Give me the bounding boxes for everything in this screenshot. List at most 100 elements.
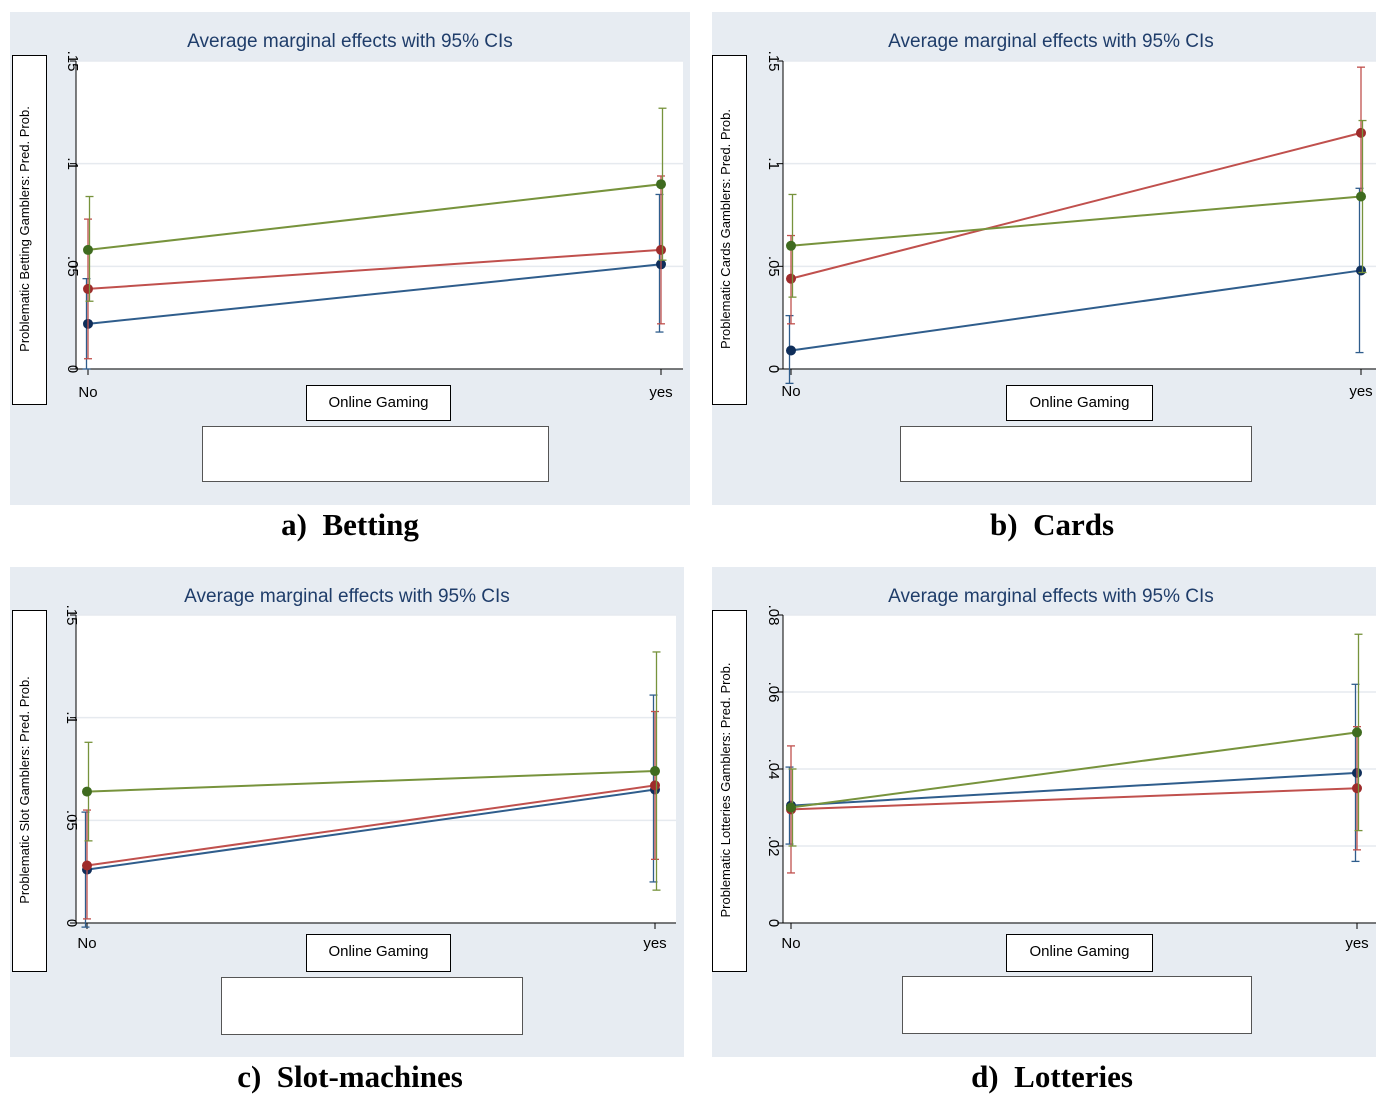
y-axis-title: Problematic Cards Gamblers: Pred. Prob. <box>718 109 733 349</box>
caption-c: c) Slot-machines <box>10 1059 690 1095</box>
series-betting <box>82 651 661 891</box>
y-tick-label: 0 <box>765 365 782 373</box>
series-line <box>790 131 1362 280</box>
data-point <box>1356 127 1366 138</box>
series-line <box>790 787 1358 811</box>
y-axis-label-box <box>12 610 47 972</box>
y-axis-title: Problematic Slot Gamblers: Pred. Prob. <box>17 676 32 904</box>
x-tick-label: yes <box>1349 383 1372 400</box>
y-tick-label: .05 <box>765 256 782 277</box>
y-axis-title: Problematic Lotteries Gamblers: Pred. Pr… <box>718 662 733 917</box>
legend <box>900 426 1252 482</box>
x-axis-label: Online Gaming <box>1006 934 1153 972</box>
y-tick-label: .15 <box>64 51 81 72</box>
data-point <box>1352 727 1362 738</box>
series-line <box>87 248 662 290</box>
data-point <box>82 860 92 871</box>
series-line <box>790 269 1362 352</box>
chart-title: Average marginal effects with 95% CIs <box>187 31 513 52</box>
data-point <box>656 244 666 255</box>
series-slot-machines <box>786 119 1367 298</box>
x-tick-label: yes <box>649 384 672 401</box>
caption-letter: b) <box>989 507 1018 542</box>
panel-b: Average marginal effects with 95% CIs 0.… <box>712 12 1376 505</box>
data-point <box>83 283 93 294</box>
data-point <box>786 345 796 356</box>
x-tick-label: yes <box>643 935 666 952</box>
caption-letter: a) <box>281 507 307 542</box>
caption-text: Betting <box>322 507 419 542</box>
y-tick-label: .15 <box>765 51 782 72</box>
y-tick-label: 0 <box>63 919 80 927</box>
data-point <box>786 273 796 284</box>
data-point <box>786 240 796 251</box>
data-point <box>786 802 796 813</box>
series-line <box>86 770 656 793</box>
caption-letter: d) <box>971 1059 999 1094</box>
plot-background <box>76 61 683 369</box>
series-cards <box>82 710 660 920</box>
y-tick-label: .04 <box>765 759 782 780</box>
data-point <box>83 244 93 255</box>
y-tick-label: .05 <box>64 256 81 277</box>
x-tick-label: No <box>781 935 800 952</box>
x-axis-label: Online Gaming <box>1006 385 1153 421</box>
y-tick-label: 0 <box>64 365 81 373</box>
data-point <box>650 780 660 791</box>
x-tick-label: yes <box>1345 935 1368 952</box>
series-slot-machines <box>786 633 1363 847</box>
series-line <box>86 788 656 871</box>
plot-background <box>76 615 676 923</box>
series-line <box>790 731 1358 809</box>
y-tick-label: 0 <box>765 919 782 927</box>
legend <box>902 976 1252 1034</box>
x-tick-label: No <box>781 383 800 400</box>
chart-title: Average marginal effects with 95% CIs <box>184 586 510 607</box>
panel-c: Average marginal effects with 95% CIs 0.… <box>10 567 684 1057</box>
caption-letter: c) <box>237 1059 262 1094</box>
y-axis-label-box <box>712 55 747 405</box>
series-line <box>87 263 662 325</box>
series-lotteries <box>785 187 1366 385</box>
legend <box>221 977 523 1035</box>
caption-b: b) Cards <box>712 507 1376 543</box>
panel-a: Average marginal effects with 95% CIs 0.… <box>10 12 690 505</box>
y-tick-label: .02 <box>765 836 782 857</box>
series-line <box>790 771 1358 807</box>
caption-text: Slot-machines <box>276 1059 463 1094</box>
caption-a: a) Betting <box>10 507 690 543</box>
chart-title: Average marginal effects with 95% CIs <box>888 31 1214 52</box>
caption-d: d) Lotteries <box>712 1059 1376 1095</box>
plot-area: 0 .05 .1 .15 No yes Problematic Betting Gamble… <box>17 51 683 475</box>
y-tick-label: .15 <box>63 605 80 626</box>
caption-text: Lotteries <box>1014 1059 1133 1094</box>
y-axis-label-box <box>12 55 47 405</box>
series-slot-machines <box>83 107 667 302</box>
data-point <box>1352 783 1362 794</box>
x-axis-label: Online Gaming <box>306 934 451 972</box>
chart-title: Average marginal effects with 95% CIs <box>888 586 1214 607</box>
y-tick-label: .1 <box>63 711 80 724</box>
data-point <box>1356 191 1366 202</box>
legend <box>202 426 549 482</box>
series-line <box>790 195 1362 247</box>
caption-text: Cards <box>1033 507 1115 542</box>
x-tick-label: No <box>78 384 97 401</box>
data-point <box>82 786 92 797</box>
series-lotteries <box>82 193 666 370</box>
x-axis-label: Online Gaming <box>306 385 451 421</box>
y-tick-label: .1 <box>64 157 81 170</box>
data-point <box>656 179 666 190</box>
data-point <box>650 766 660 777</box>
y-axis-label-box <box>712 610 747 972</box>
y-tick-label: .06 <box>765 682 782 703</box>
x-tick-label: No <box>77 935 96 952</box>
series-line <box>87 183 662 251</box>
plot-area: 0 .05 .1 .15 No yes Problematic Cards Gamblers… <box>718 51 1376 474</box>
series-line <box>86 784 656 867</box>
data-point <box>1356 265 1366 276</box>
series-cards <box>83 175 666 360</box>
panel-d: Average marginal effects with 95% CIs 0.… <box>712 567 1376 1057</box>
y-tick-label: .08 <box>765 605 782 626</box>
series-cards <box>786 725 1362 874</box>
